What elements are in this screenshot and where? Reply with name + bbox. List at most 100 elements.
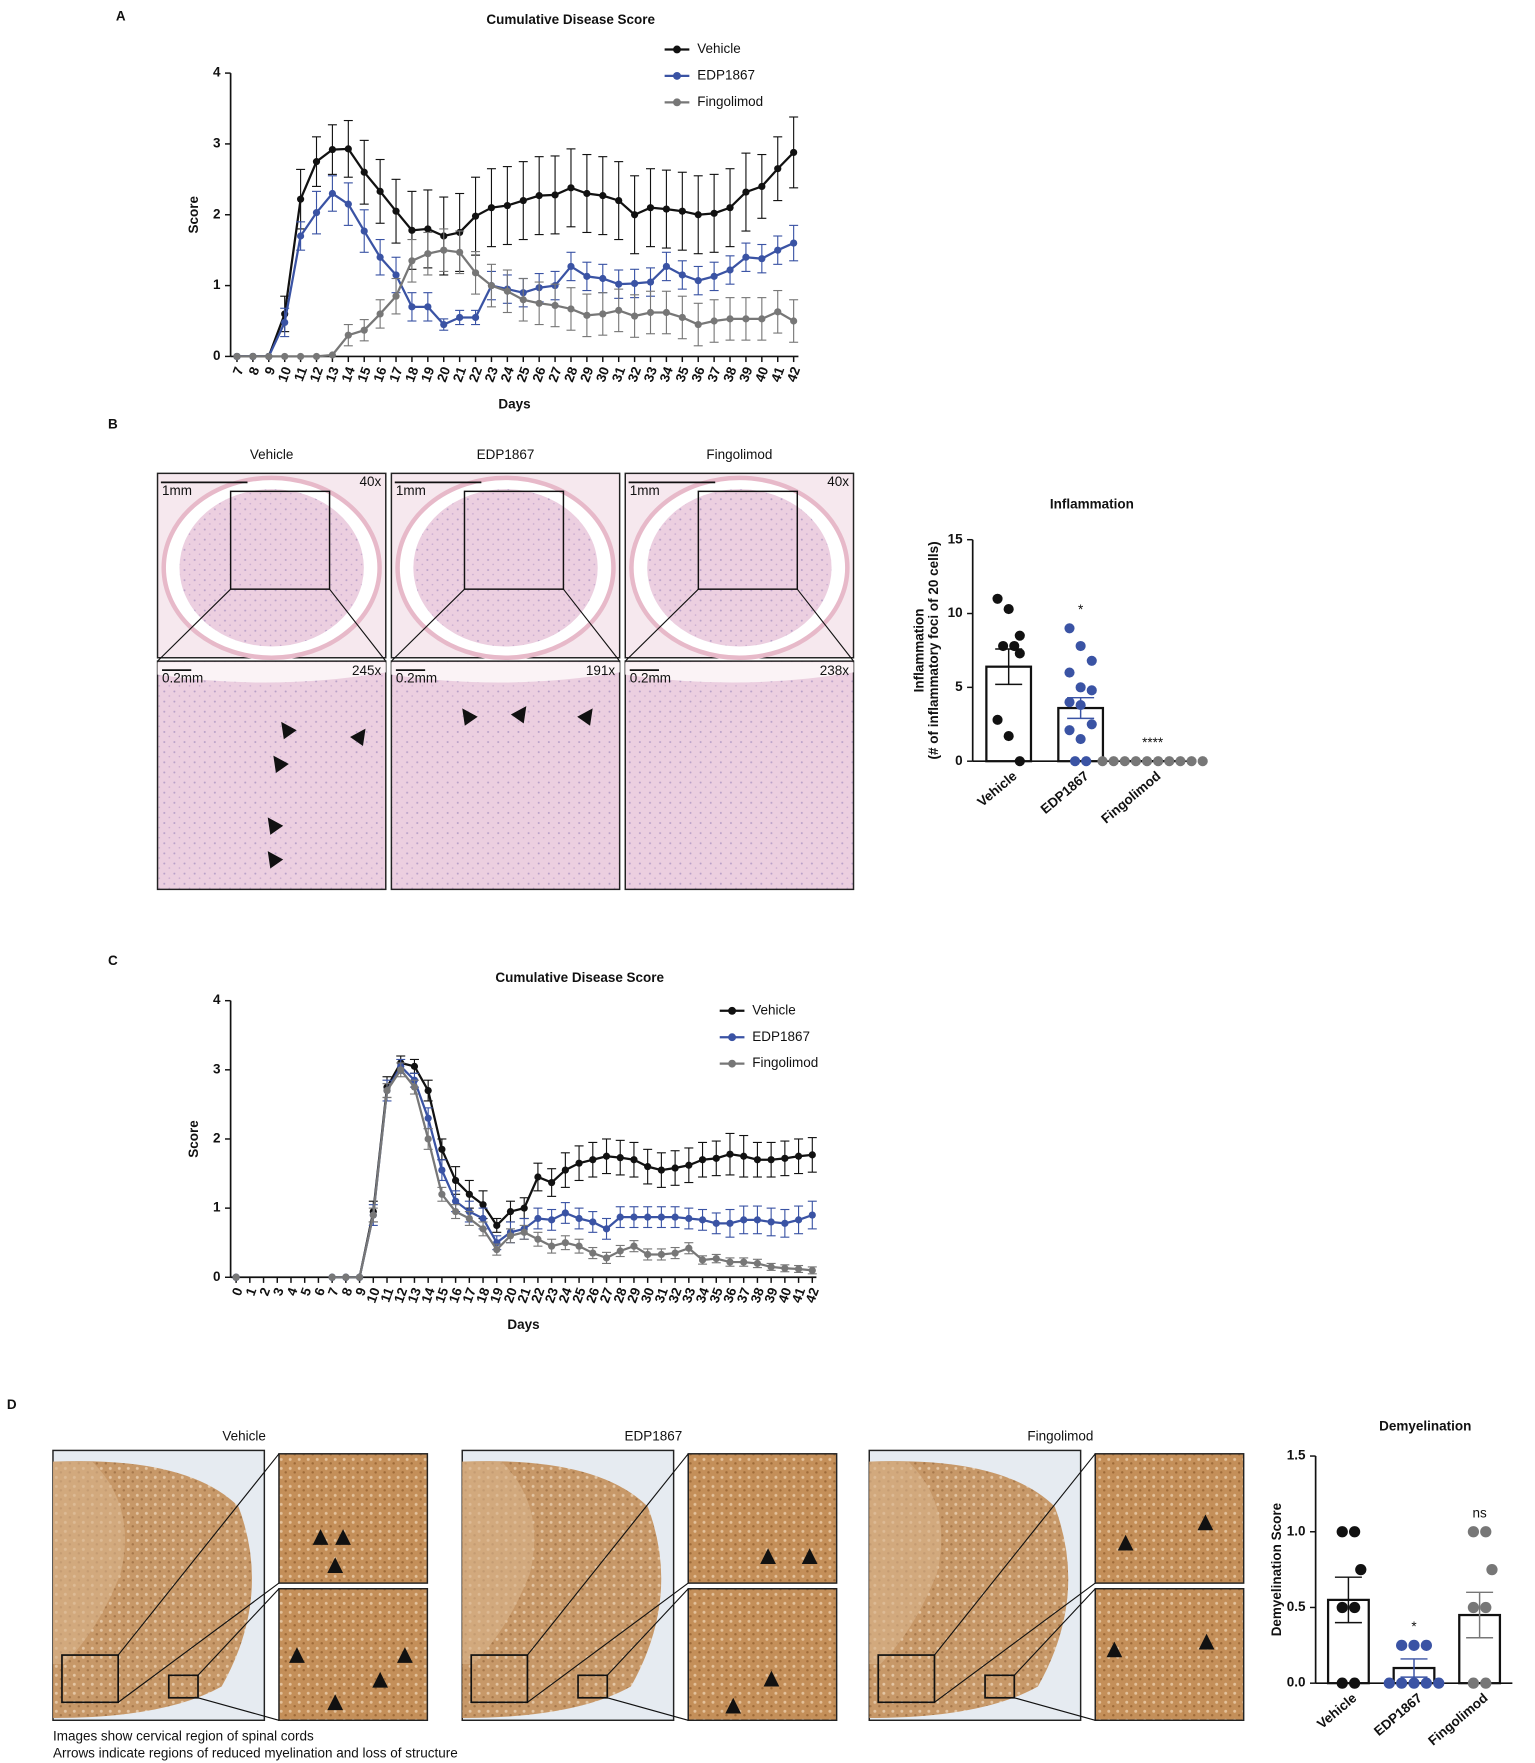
zoom-line [934, 1582, 1096, 1703]
data-point [758, 255, 766, 263]
data-point [281, 318, 289, 327]
y-tick-label: 3 [213, 1061, 221, 1076]
data-point [794, 1152, 803, 1160]
x-tick-label: 23 [482, 364, 501, 384]
y-tick-label: 15 [948, 531, 963, 546]
arrowhead [335, 1529, 351, 1545]
zoom-box [463, 490, 565, 590]
data-point [471, 212, 480, 220]
data-point [1336, 1601, 1348, 1614]
data-point [808, 1151, 816, 1159]
arrowhead [801, 1548, 818, 1564]
data-point [671, 1249, 679, 1257]
data-point [694, 320, 702, 329]
data-point [599, 192, 607, 200]
data-point [630, 1213, 638, 1221]
footnote: Arrows indicate regions of reduced myeli… [53, 1746, 458, 1761]
x-tick-label: 27 [597, 1286, 616, 1305]
annotation: * [1411, 1619, 1417, 1634]
zoom-line [157, 588, 232, 662]
x-tick-label: 24 [556, 1285, 575, 1305]
data-point [312, 209, 321, 217]
data-point [758, 182, 766, 191]
data-point [790, 148, 798, 157]
data-point [376, 310, 384, 318]
x-tick-label: 42 [803, 1286, 822, 1305]
chart-title: Inflammation [1050, 496, 1134, 511]
data-point [535, 192, 543, 200]
data-point [698, 1216, 707, 1224]
data-point [424, 250, 432, 258]
data-point [1097, 756, 1108, 767]
data-point [685, 1244, 693, 1252]
data-point [392, 292, 400, 300]
x-tick-label: EDP1867 [1038, 768, 1092, 817]
arrowhead [1106, 1641, 1123, 1658]
data-point [678, 313, 686, 322]
data-point [506, 1232, 515, 1240]
y-tick-label: 5 [955, 679, 963, 694]
x-tick-label: 17 [386, 365, 405, 384]
arrowhead [267, 817, 284, 835]
data-point [740, 1216, 748, 1224]
tissue [179, 489, 364, 647]
y-tick-label: 4 [213, 992, 221, 1007]
data-point [781, 1264, 789, 1272]
tissue-edge [157, 662, 386, 683]
x-tick-label: 18 [473, 1285, 492, 1305]
data-point [548, 1242, 556, 1250]
panel-label: D [7, 1397, 17, 1412]
data-point [774, 308, 782, 316]
x-tick-label: 19 [418, 365, 437, 384]
data-point [1336, 1526, 1348, 1538]
data-point [781, 1219, 789, 1227]
x-tick-label: 10 [275, 365, 294, 384]
data-point [479, 1201, 487, 1209]
arrowhead [273, 755, 289, 773]
series-line [236, 249, 795, 358]
data-point [1480, 1677, 1492, 1689]
legend-label: EDP1867 [752, 1029, 810, 1044]
data-point [424, 1114, 432, 1122]
data-point [710, 209, 718, 217]
data-point [726, 204, 734, 212]
data-point [1467, 1526, 1480, 1538]
data-point [589, 1218, 597, 1226]
data-point [767, 1156, 775, 1164]
y-tick-label: 1 [213, 277, 221, 292]
x-tick-label: 27 [545, 365, 564, 384]
panel-label: B [108, 417, 118, 432]
data-point [774, 165, 782, 173]
data-point [1081, 756, 1092, 767]
x-tick-label: 20 [501, 1286, 520, 1305]
data-point [644, 1213, 652, 1221]
annotation: * [1078, 602, 1084, 617]
data-point [249, 352, 257, 361]
x-tick-label: 12 [391, 1286, 410, 1305]
data-point [503, 201, 511, 210]
data-point [342, 1273, 350, 1281]
x-tick-label: 41 [768, 364, 787, 384]
data-point [487, 281, 496, 290]
grey-matter [462, 1461, 535, 1665]
data-point [685, 1161, 693, 1169]
x-axis-label: Days [498, 396, 530, 411]
panel-label: C [108, 953, 118, 968]
data-point [392, 207, 400, 215]
y-axis-label: Demyelination Score [1269, 1502, 1284, 1636]
x-tick-label: 15 [355, 364, 374, 384]
data-point [726, 315, 734, 323]
histology-image [156, 660, 387, 891]
data-point [1075, 682, 1086, 693]
data-point [1420, 1639, 1432, 1651]
data-point [1153, 756, 1164, 767]
chart-title: Demyelination [1379, 1418, 1471, 1433]
legend-marker [728, 1059, 737, 1068]
tissue [413, 489, 598, 647]
arrowhead [327, 1557, 344, 1573]
data-point [671, 1213, 679, 1221]
data-point [1197, 756, 1208, 767]
series-line [332, 1067, 813, 1279]
x-tick-label: Vehicle [974, 768, 1020, 810]
data-point [567, 305, 575, 313]
